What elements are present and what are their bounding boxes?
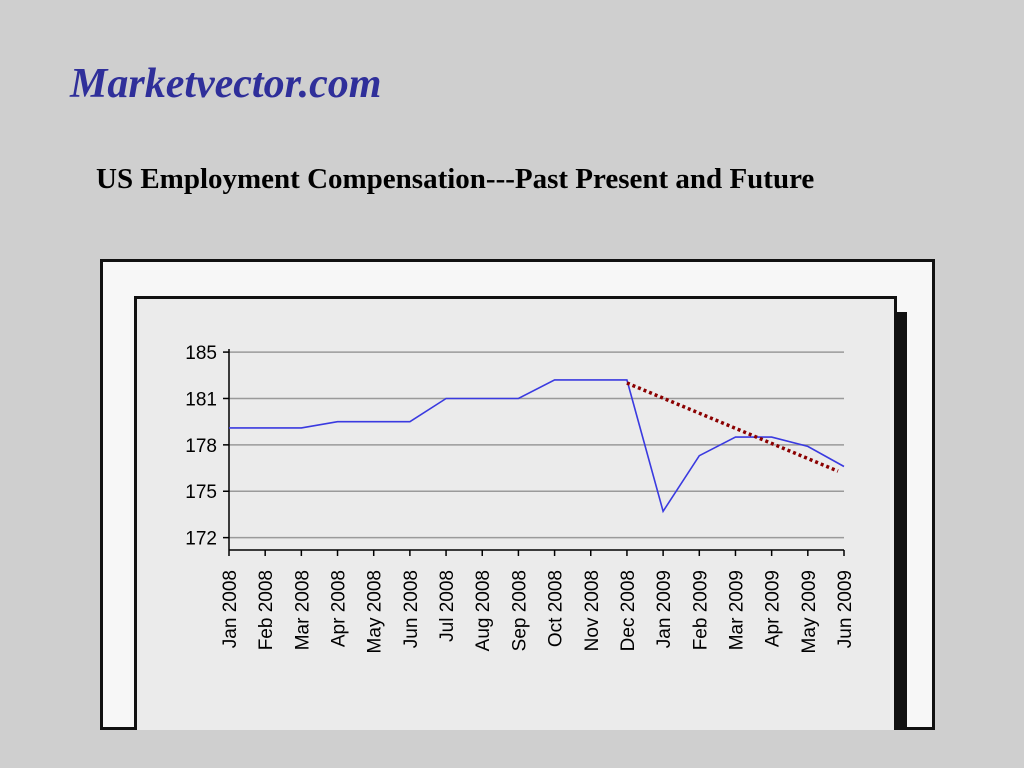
chart-frame-inner <box>134 296 897 730</box>
x-tick-label: May 2008 <box>365 570 386 653</box>
x-tick-labels: Jan 2008 Feb 2008 Mar 2008 Apr 2008 May 2008… <box>220 570 856 653</box>
x-tick-label: Sep 2008 <box>509 570 530 651</box>
x-tick-label: Mar 2009 <box>726 570 747 650</box>
y-tick-label: 175 <box>185 482 217 503</box>
x-tick-label: Feb 2009 <box>690 570 711 650</box>
x-tick-label: Oct 2008 <box>546 570 567 647</box>
y-tick-label: 181 <box>185 389 217 410</box>
x-tick-label: Apr 2009 <box>763 570 784 647</box>
trend-line <box>626 381 839 473</box>
x-tick-label: Mar 2008 <box>292 570 313 650</box>
trend-layer <box>626 381 839 473</box>
x-tick-label: Nov 2008 <box>582 570 603 651</box>
x-tick-label: Aug 2008 <box>473 570 494 651</box>
y-tick-labels: 185 181 178 175 172 <box>185 343 217 550</box>
x-tick-label: Jun 2009 <box>835 570 856 648</box>
x-tick-label: Jan 2009 <box>654 570 675 648</box>
y-tick-label: 172 <box>185 529 217 550</box>
x-tick-label: May 2009 <box>799 570 820 653</box>
x-tick-label: Apr 2008 <box>329 570 350 647</box>
y-tick-label: 178 <box>185 436 217 457</box>
chart-subtitle: US Employment Compensation---Past Presen… <box>96 163 815 195</box>
series-layer <box>229 379 845 514</box>
x-tick-label: Dec 2008 <box>618 570 639 651</box>
series-line <box>229 379 845 514</box>
x-tick-label: Feb 2008 <box>256 570 277 650</box>
x-tick-label: Jul 2008 <box>437 570 458 642</box>
x-tick-label: Jun 2008 <box>401 570 422 648</box>
axes <box>223 349 845 556</box>
y-tick-label: 185 <box>185 343 217 364</box>
x-tick-label: Jan 2008 <box>220 570 241 648</box>
grid-lines <box>229 351 844 539</box>
brand-title: Marketvector.com <box>70 61 382 107</box>
